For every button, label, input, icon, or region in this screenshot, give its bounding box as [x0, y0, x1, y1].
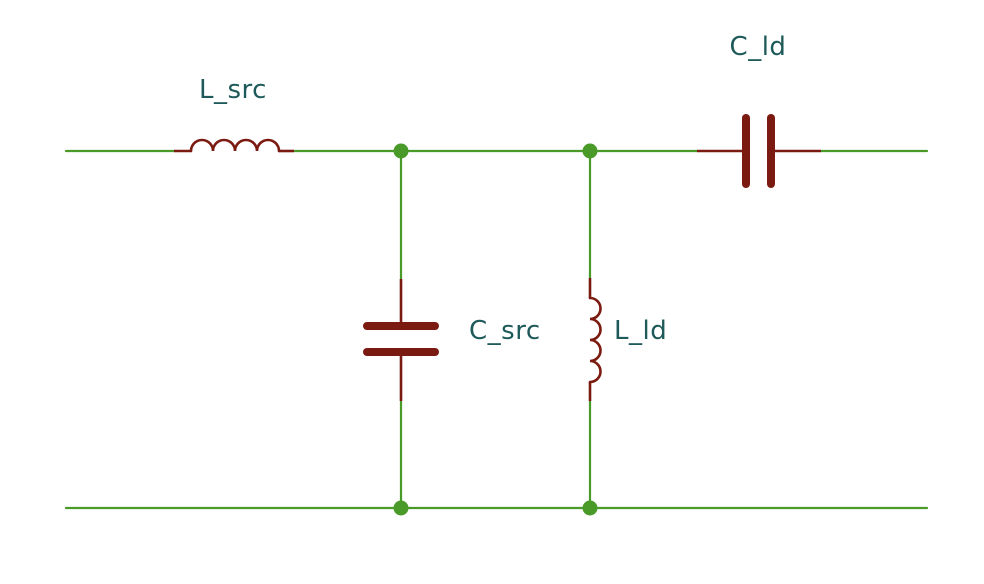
- inductor-l-ld: [588, 278, 602, 401]
- junctions: [393, 143, 598, 516]
- junction-dot: [393, 500, 409, 516]
- junction-dot: [393, 143, 409, 159]
- wires: [64, 149, 929, 510]
- labels: L_src C_src L_ld C_ld: [199, 32, 786, 346]
- junction-dot: [582, 500, 598, 516]
- label-c-ld: C_ld: [730, 32, 787, 62]
- inductor-l-src: [174, 138, 294, 153]
- label-l-ld: L_ld: [614, 316, 667, 346]
- capacitor-c-src: [363, 279, 439, 401]
- l-ld-coil: [588, 296, 602, 384]
- label-c-src: C_src: [469, 316, 541, 346]
- junction-dot: [582, 143, 598, 159]
- capacitor-c-ld: [697, 114, 821, 188]
- label-l-src: L_src: [199, 75, 267, 105]
- l-src-coil: [189, 138, 281, 153]
